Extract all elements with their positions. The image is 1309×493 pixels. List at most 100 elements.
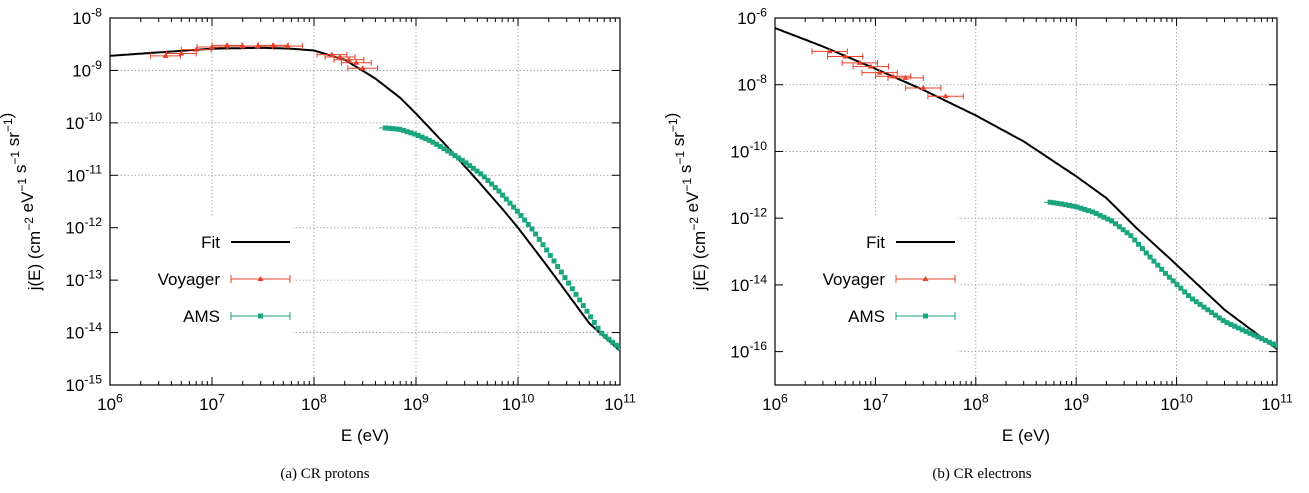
ams-point (404, 129, 410, 135)
ams-point (1270, 341, 1276, 347)
ams-point (456, 155, 462, 161)
ams-point (1189, 296, 1195, 302)
ams-point (1059, 201, 1065, 207)
ams-point (1216, 315, 1222, 321)
ams-point (1220, 318, 1226, 324)
ams-point (511, 204, 517, 210)
ams-point (613, 342, 619, 348)
ams-point (555, 264, 561, 270)
ams-point (1070, 203, 1076, 209)
ams-point (602, 333, 608, 339)
ams-point (1251, 332, 1257, 338)
voyager-point (353, 59, 360, 65)
legend-label: Voyager (823, 270, 886, 289)
x-tick-label: 1011 (1261, 391, 1293, 414)
x-tick-label: 109 (403, 391, 429, 414)
ams-point (1136, 241, 1142, 247)
ams-point (1120, 227, 1126, 233)
ams-point (397, 126, 403, 132)
legend-label: Fit (866, 233, 885, 252)
ams-point (445, 148, 451, 154)
voyager-point (162, 52, 169, 58)
ams-point (1170, 278, 1176, 284)
ams-point (1093, 210, 1099, 216)
legend-box (118, 217, 293, 377)
plot-area (110, 42, 620, 352)
ams-point (536, 236, 542, 242)
ams-point (1243, 329, 1249, 335)
y-tick-label: 10-9 (72, 58, 102, 81)
ams-point (448, 150, 454, 156)
ams-point (1197, 301, 1203, 307)
ams-point (419, 134, 425, 140)
x-tick-label: 1010 (1160, 391, 1193, 414)
ams-point (1066, 202, 1072, 208)
ams-point (522, 217, 528, 223)
x-tick-label: 107 (199, 391, 225, 414)
ams-point (595, 325, 601, 331)
ams-point (496, 188, 502, 194)
ams-point (1097, 212, 1103, 218)
ams-point (518, 213, 524, 219)
ams-point (1239, 327, 1245, 333)
legend-box (783, 217, 958, 377)
x-tick-label: 106 (762, 391, 788, 414)
legend-ams-marker (923, 313, 928, 319)
x-tick-label: 108 (963, 391, 989, 414)
x-tick-label: 1011 (604, 391, 636, 414)
ams-point (588, 314, 594, 320)
y-tick-label: 10-6 (737, 5, 767, 28)
voyager-point (826, 48, 833, 54)
ams-point (1247, 330, 1253, 336)
voyager-point (856, 59, 863, 65)
ams-point (1228, 321, 1234, 327)
ams-point (467, 163, 473, 169)
ams-point (1132, 237, 1138, 243)
ams-point (1186, 293, 1192, 299)
voyager-point (902, 74, 909, 80)
voyager-point (876, 69, 883, 75)
ams-point (569, 286, 575, 292)
ams-point (1262, 337, 1268, 343)
ams-point (1201, 304, 1207, 310)
chart-panel-protons: 106 107 108 109 1010 1011 10-15 10-14 10-13 10-12… (0, 0, 650, 493)
ams-point (1105, 216, 1111, 222)
ams-point (1086, 208, 1092, 214)
y-tick-label: 10-8 (737, 72, 767, 95)
voyager-point (178, 50, 185, 56)
ams-point (1124, 230, 1130, 236)
voyager-point (920, 84, 927, 90)
ams-point (1178, 285, 1184, 291)
ams-point (599, 330, 605, 336)
ams-point (423, 136, 429, 142)
ams-point (540, 242, 546, 248)
y-tick-label: 10-14 (730, 272, 767, 295)
ams-point (1116, 224, 1122, 230)
caption-electrons: (b) CR electrons (932, 466, 1032, 482)
y-tick-label: 10-11 (66, 163, 102, 186)
ams-point (544, 247, 550, 253)
ams-point (452, 153, 458, 159)
ams-point (606, 336, 612, 342)
legend-voyager-marker (922, 276, 929, 281)
ams-point (514, 208, 520, 214)
ams-point (430, 139, 436, 145)
ams-point (562, 275, 568, 281)
ams-point (1155, 262, 1161, 268)
y-tick-label: 10-13 (65, 267, 102, 290)
ams-point (401, 128, 407, 134)
y-tick-label: 10-12 (65, 215, 102, 238)
ams-point (1078, 205, 1084, 211)
ams-point (1101, 214, 1107, 220)
ams-point (1236, 325, 1242, 331)
y-tick-label: 10-12 (730, 206, 767, 229)
chart-protons: 106 107 108 109 1010 1011 10-15 10-14 10-13 10-12… (0, 5, 636, 445)
ams-point (547, 252, 553, 258)
y-tick-label: 10-14 (65, 320, 102, 343)
chart-panel-electrons: 106 107 108 109 1010 1011 10-16 10-14 10-12 10-10… (655, 0, 1309, 493)
legend-ams-marker (258, 313, 263, 319)
voyager-point (942, 93, 949, 99)
x-tick-label: 106 (97, 391, 123, 414)
x-tick-label: 108 (301, 391, 327, 414)
plot-frame (109, 17, 621, 386)
